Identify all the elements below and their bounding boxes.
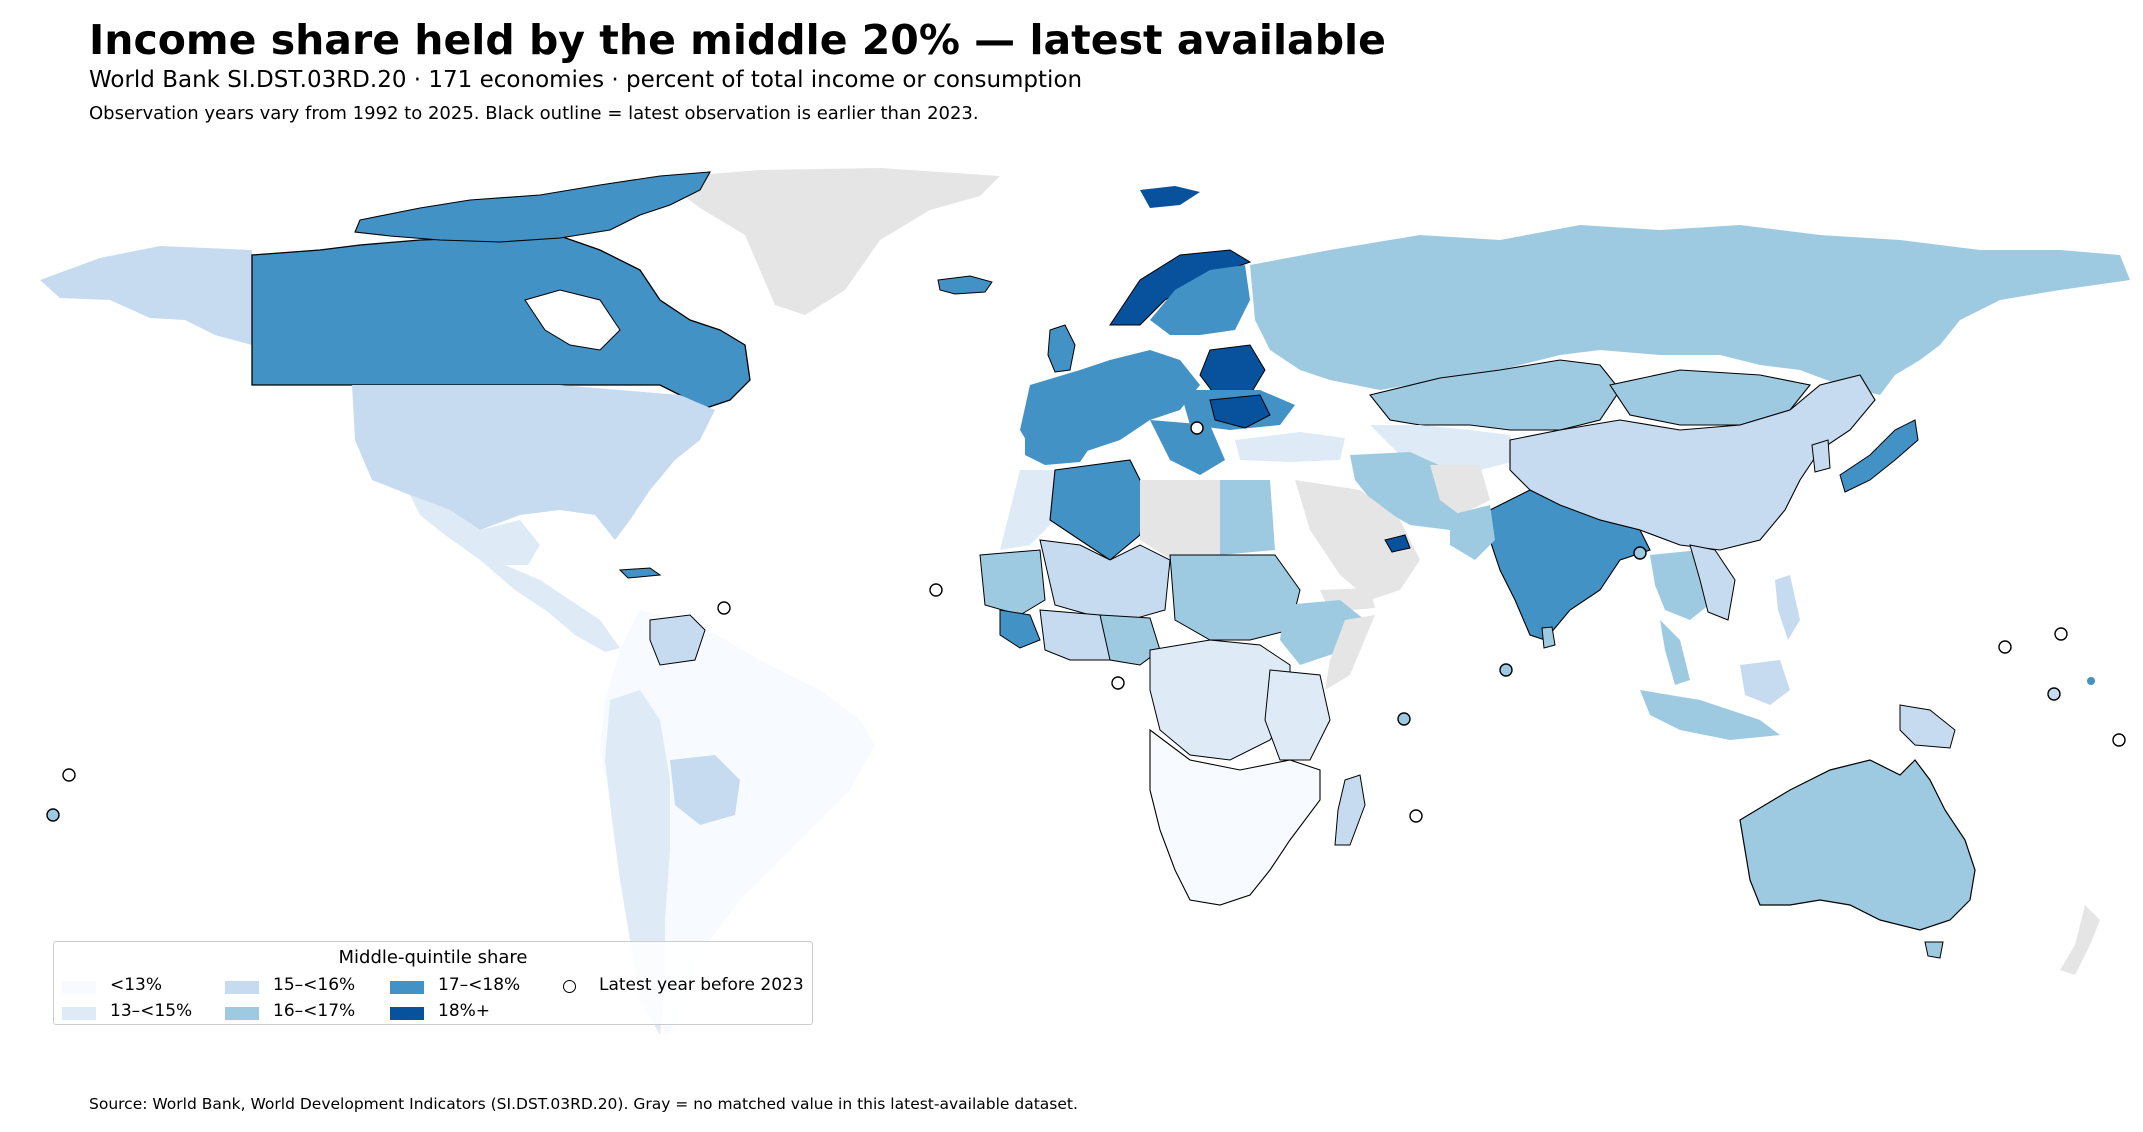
region-west-africa-coast (999, 609, 1041, 649)
island-marker (46, 808, 60, 822)
region-papua (1899, 704, 1956, 749)
region-indonesia (1640, 690, 1780, 740)
region-horn (1325, 615, 1375, 690)
island-marker (1409, 809, 1423, 823)
region-korea (1811, 439, 1831, 473)
region-iberia (1025, 420, 1095, 465)
legend-label-2: 13–<15% (110, 1001, 193, 1021)
region-central-asia (1370, 425, 1520, 470)
legend-label-6: 18%+ (438, 1001, 491, 1021)
map-note: Observation years vary from 1992 to 2025… (89, 103, 979, 124)
legend-outline-label: Latest year before 2023 (599, 975, 804, 995)
map-subtitle: World Bank SI.DST.03RD.20 · 171 economie… (89, 67, 1083, 93)
island-marker (1190, 421, 1204, 435)
legend-label-5: 17–<18% (438, 975, 521, 995)
region-bolivia (670, 755, 740, 825)
region-madagascar (1334, 774, 1366, 846)
map-title: Income share held by the middle 20% — la… (89, 16, 1386, 64)
legend-swatch-5 (390, 981, 424, 994)
island-marker (62, 768, 76, 782)
source-note: Source: World Bank, World Development In… (89, 1095, 1078, 1113)
region-tasmania (1924, 941, 1944, 959)
region-india (1489, 489, 1651, 641)
legend-swatch-1 (62, 981, 96, 994)
region-south-america (600, 610, 875, 1035)
region-sri-lanka (1541, 626, 1556, 649)
region-east-africa (1264, 669, 1331, 761)
region-egypt (1220, 480, 1275, 555)
island-marker (717, 601, 731, 615)
region-borneo (1740, 660, 1790, 705)
region-balkans (1150, 420, 1225, 475)
region-new-zealand (2060, 905, 2100, 975)
region-caribbean (649, 614, 706, 666)
island-marker (1998, 640, 2012, 654)
legend-label-3: 15–<16% (273, 975, 356, 995)
island-marker (2112, 733, 2126, 747)
island-marker (1499, 663, 1513, 677)
region-greenland (660, 168, 1000, 315)
region-japan (1839, 419, 1919, 493)
region-romania (1209, 394, 1271, 429)
region-uk (1047, 324, 1076, 373)
legend-box: Middle-quintile share <13% 13–<15% 15–<1… (53, 941, 813, 1025)
legend-swatch-2 (62, 1007, 96, 1020)
legend-swatch-6 (390, 1007, 424, 1020)
region-turkey (1235, 432, 1345, 462)
region-pakistan (1450, 505, 1495, 560)
region-canada (251, 235, 751, 411)
legend-label-1: <13% (110, 975, 163, 995)
region-uae (1384, 534, 1411, 553)
region-central-europe (1199, 344, 1266, 396)
region-alaska (40, 246, 252, 345)
island-marker (1397, 712, 1411, 726)
legend-label-4: 16–<17% (273, 1001, 356, 1021)
legend-swatch-4 (225, 1007, 259, 1020)
region-mali-niger (1039, 539, 1171, 621)
region-north-africa-west (1000, 470, 1060, 550)
region-hudson-bay (524, 289, 621, 351)
region-philippines (1775, 575, 1800, 640)
region-arctic-islands (354, 171, 711, 243)
region-arabia (1295, 480, 1420, 600)
island-marker (2087, 677, 2095, 685)
region-usa (352, 385, 715, 540)
region-svalbard (1140, 186, 1200, 208)
region-afghanistan (1430, 465, 1490, 515)
region-finland-sweden (1150, 265, 1250, 335)
island-marker (1633, 546, 1647, 560)
region-libya (1140, 480, 1220, 565)
region-southern-africa (1149, 728, 1321, 906)
island-marker (929, 583, 943, 597)
region-malay-peninsula (1660, 620, 1690, 685)
region-iceland (937, 275, 993, 295)
island-marker (1111, 676, 1125, 690)
legend-swatch-3 (225, 981, 259, 994)
region-central-africa (1149, 639, 1291, 761)
legend-title: Middle-quintile share (338, 947, 528, 968)
region-chad-sudan (1169, 554, 1301, 641)
island-marker (2047, 687, 2061, 701)
legend-outline-marker (563, 980, 576, 993)
region-russia (1250, 225, 2130, 395)
region-algeria (1049, 459, 1146, 561)
region-indochina (1689, 544, 1736, 621)
region-australia (1739, 759, 1976, 931)
island-marker (2054, 627, 2068, 641)
region-mexico (410, 495, 620, 652)
region-cuba (618, 567, 662, 579)
region-sahel (979, 549, 1046, 616)
